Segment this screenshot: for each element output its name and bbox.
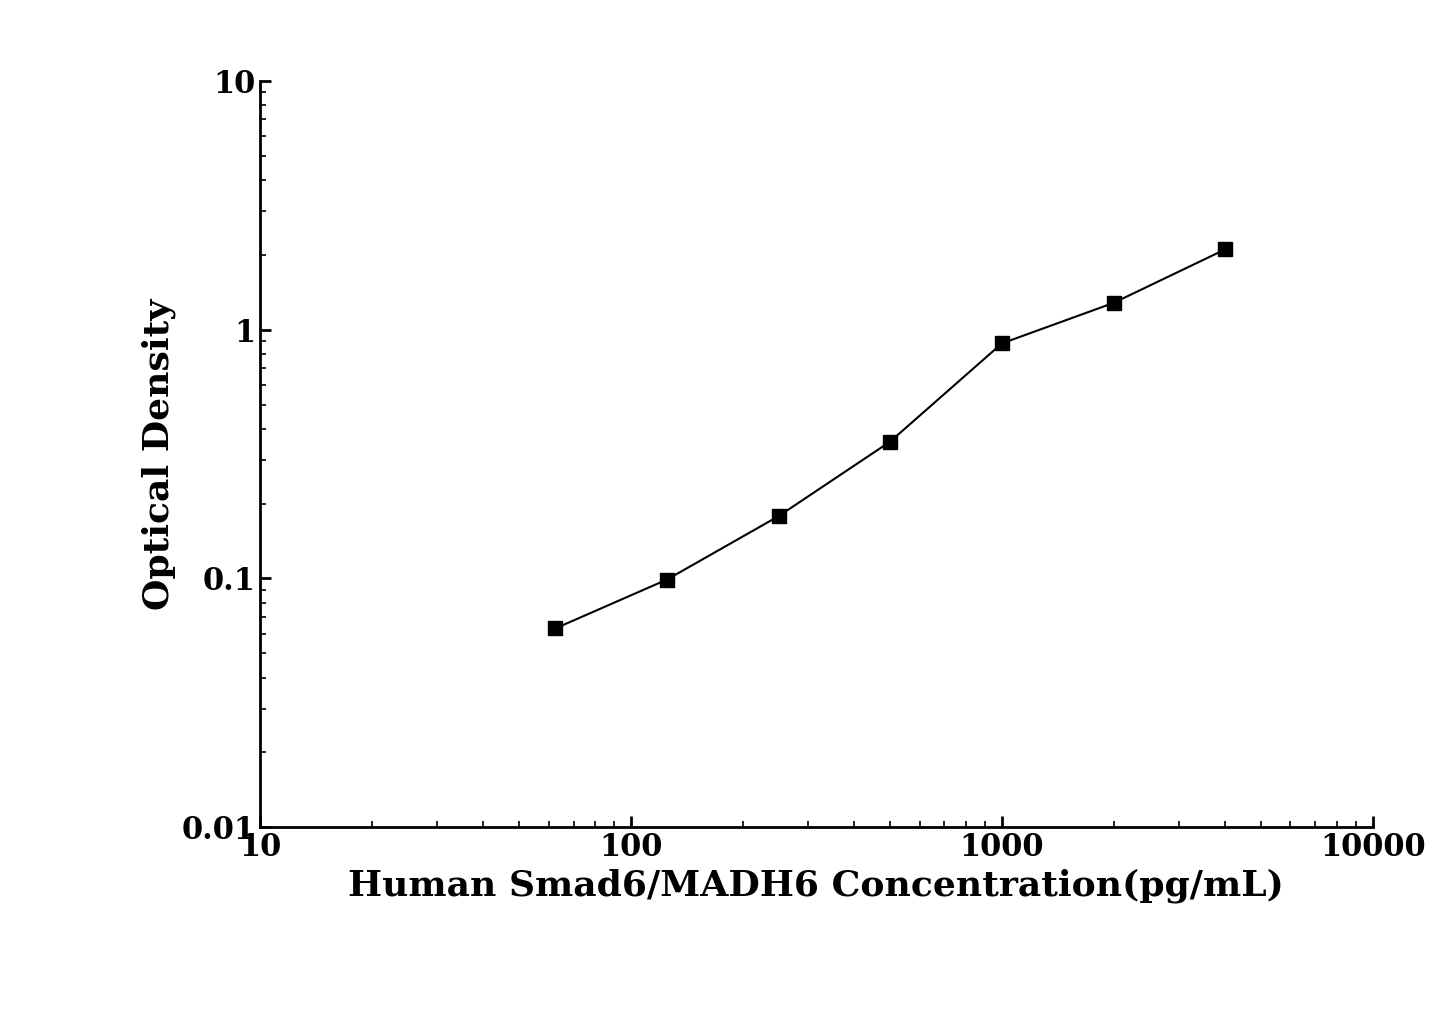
- Y-axis label: Optical Density: Optical Density: [142, 299, 176, 609]
- X-axis label: Human Smad6/MADH6 Concentration(pg/mL): Human Smad6/MADH6 Concentration(pg/mL): [348, 869, 1285, 903]
